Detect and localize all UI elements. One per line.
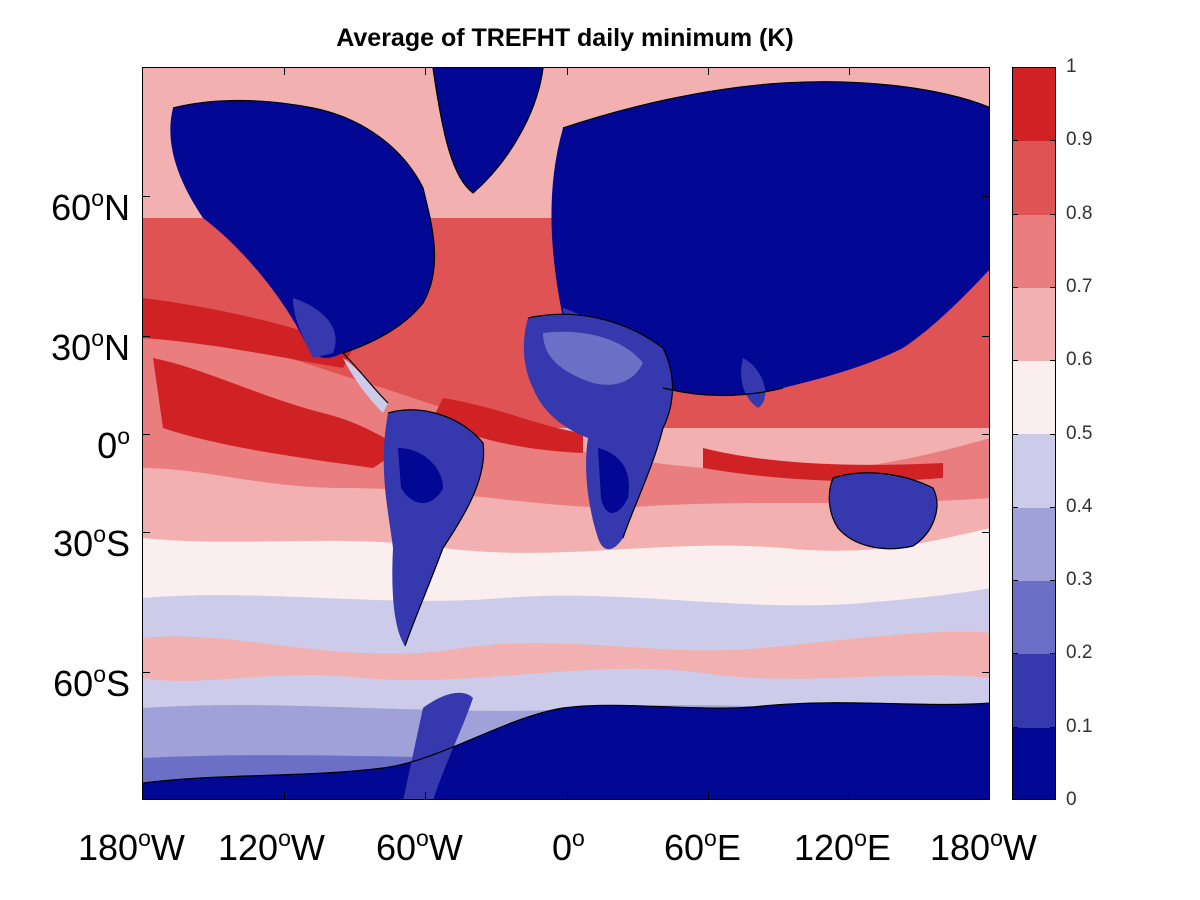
- colorbar-tick-mark: [1012, 213, 1018, 215]
- colorbar-segment: [1013, 287, 1055, 362]
- lon-tick-mark: [425, 67, 426, 75]
- colorbar-tick-label: 0.9: [1066, 129, 1093, 151]
- lat-tick-mark: [142, 672, 150, 673]
- lat-tick-mark: [982, 336, 990, 337]
- lat-label-0: 0o: [97, 423, 130, 466]
- lat-tick-mark: [142, 336, 150, 337]
- lat-tick-mark: [982, 196, 990, 197]
- lat-tick-mark: [142, 434, 150, 435]
- colorbar-tick-mark: [1050, 213, 1056, 215]
- colorbar-tick-mark: [1012, 580, 1018, 582]
- map-plot-area: [142, 67, 990, 800]
- colorbar-tick-label: 0.5: [1066, 422, 1093, 444]
- colorbar-tick-label: 0.8: [1066, 202, 1093, 224]
- colorbar: [1012, 67, 1056, 800]
- colorbar-segment: [1013, 214, 1055, 288]
- colorbar-tick-label: 1: [1066, 56, 1077, 77]
- colorbar-tick-mark: [1012, 433, 1018, 435]
- colorbar-tick-mark: [1050, 286, 1056, 288]
- colorbar-tick-mark: [1050, 506, 1056, 508]
- greenland: [433, 68, 543, 193]
- australia-landmass: [829, 472, 937, 549]
- climate-map: [143, 68, 989, 799]
- colorbar-tick-label: 0.3: [1066, 569, 1093, 591]
- lat-label-30n: 30oN: [51, 325, 130, 368]
- lon-tick-mark: [284, 67, 285, 75]
- colorbar-tick-mark: [1012, 360, 1018, 362]
- lon-label-60w: 60oW: [376, 825, 463, 868]
- lon-label-0: 0o: [552, 825, 585, 868]
- colorbar-tick-mark: [1050, 653, 1056, 655]
- colorbar-tick-label: 0.1: [1066, 715, 1093, 737]
- warm-pool-atlantic: [433, 398, 583, 453]
- lat-tick-mark: [142, 532, 150, 533]
- lat-tick-mark: [982, 434, 990, 435]
- north-america-landmass: [170, 100, 435, 358]
- lat-label-60n: 60oN: [51, 185, 130, 228]
- india: [741, 358, 766, 408]
- colorbar-tick-mark: [1012, 506, 1018, 508]
- lat-label-30s: 30oS: [53, 521, 130, 564]
- colorbar-tick-mark: [1012, 726, 1018, 728]
- colorbar-tick-mark: [1050, 140, 1056, 142]
- colorbar-segment: [1013, 581, 1055, 655]
- lon-tick-mark: [567, 67, 568, 75]
- colorbar-tick-mark: [1050, 580, 1056, 582]
- colorbar-segment: [1013, 434, 1055, 508]
- colorbar-tick-label: 0: [1066, 789, 1077, 810]
- colorbar-segment: [1013, 141, 1055, 215]
- south-america-core: [398, 448, 443, 503]
- colorbar-segment: [1013, 361, 1055, 435]
- colorbar-tick-mark: [1050, 726, 1056, 728]
- warm-north-pacific: [143, 298, 353, 368]
- colorbar-segment: [1013, 507, 1055, 582]
- lon-tick-mark: [567, 792, 568, 800]
- lon-tick-mark: [849, 792, 850, 800]
- colorbar-tick-label: 0.6: [1066, 349, 1093, 371]
- colorbar-tick-mark: [1012, 140, 1018, 142]
- warm-pool-east-pacific: [153, 358, 403, 468]
- lon-label-60e: 60oE: [664, 825, 741, 868]
- colorbar-tick-mark: [1012, 286, 1018, 288]
- lon-label-120w: 120oW: [218, 825, 325, 868]
- lat-label-60s: 60oS: [53, 661, 130, 704]
- eurasia-landmass: [551, 81, 989, 396]
- colorbar-tick-mark: [1050, 360, 1056, 362]
- lon-tick-mark: [708, 67, 709, 75]
- warm-pool-indo-pacific: [703, 448, 943, 482]
- central-america: [343, 358, 388, 413]
- lat-tick-mark: [982, 672, 990, 673]
- southern-pink-band: [143, 631, 989, 681]
- lon-label-120e: 120oE: [794, 825, 891, 868]
- colorbar-tick-label: 0.7: [1066, 275, 1093, 297]
- lon-label-180w-right: 180oW: [930, 825, 1037, 868]
- colorbar-tick-label: 0.4: [1066, 495, 1093, 517]
- colorbar-tick-mark: [1050, 433, 1056, 435]
- lat-tick-mark: [982, 532, 990, 533]
- colorbar-tick-mark: [1012, 653, 1018, 655]
- lon-label-180w: 180oW: [78, 825, 185, 868]
- southern-africa-core: [598, 448, 629, 513]
- lon-tick-mark: [849, 67, 850, 75]
- antarctic-peninsula: [403, 692, 473, 799]
- colorbar-segment: [1013, 727, 1055, 799]
- colorbar-segment: [1013, 68, 1055, 142]
- lon-tick-mark: [708, 792, 709, 800]
- sahara-region: [543, 331, 643, 385]
- lat-tick-mark: [142, 196, 150, 197]
- colorbar-segment: [1013, 654, 1055, 728]
- colorbar-tick-label: 0.2: [1066, 642, 1093, 664]
- north-america-south: [293, 298, 336, 358]
- lon-tick-mark: [425, 792, 426, 800]
- map-title: Average of TREFHT daily minimum (K): [336, 24, 794, 52]
- antarctica-landmass: [143, 702, 989, 799]
- coastlines: [143, 68, 989, 784]
- lon-tick-mark: [284, 792, 285, 800]
